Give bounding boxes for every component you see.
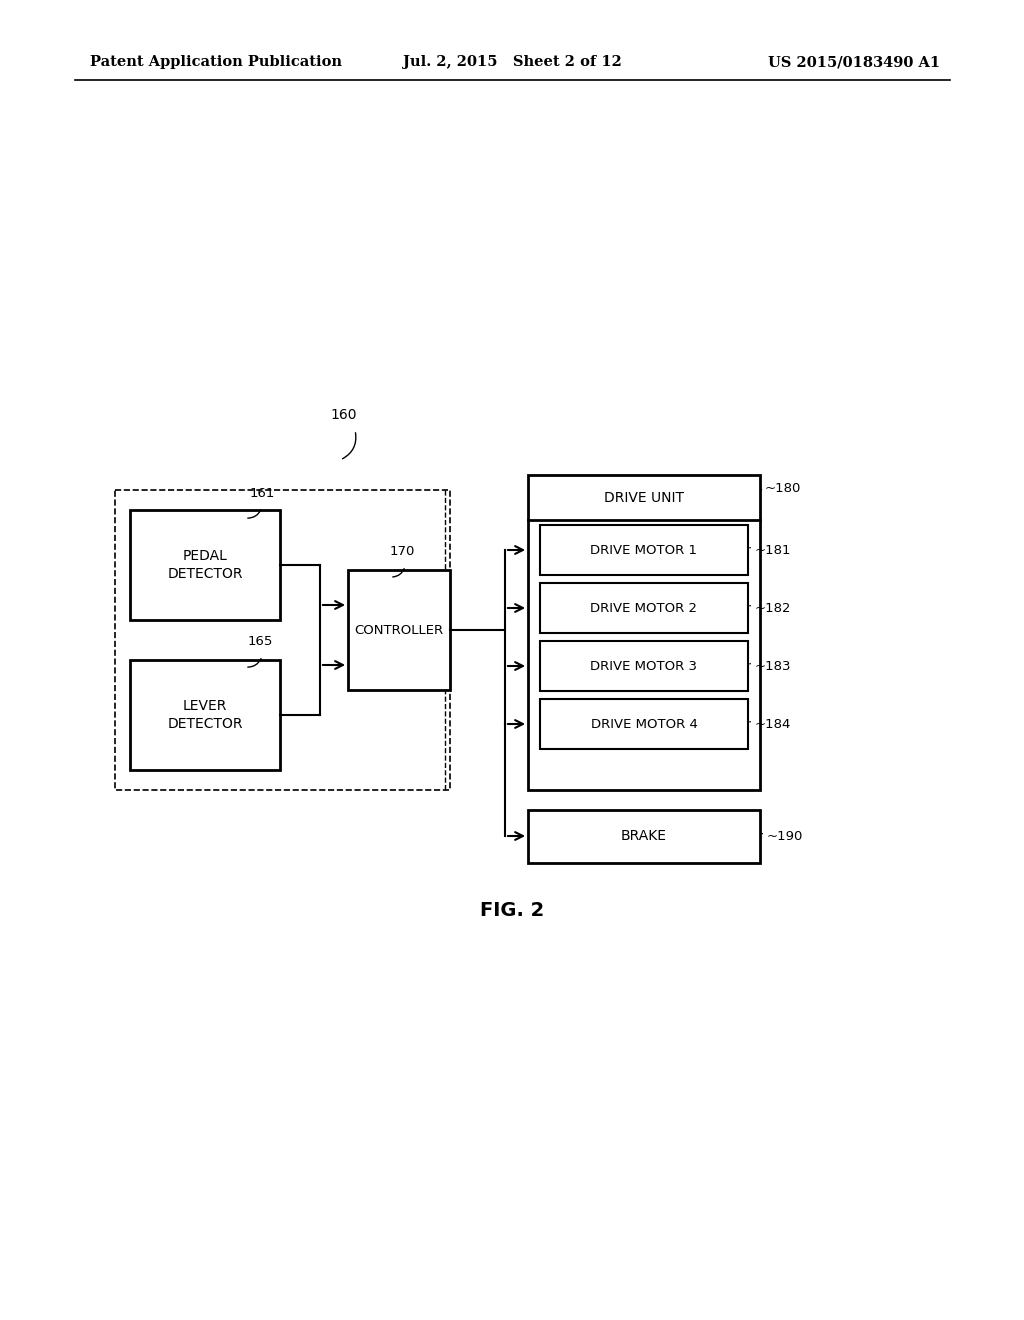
Text: ~182: ~182 [755,602,792,615]
Text: Patent Application Publication: Patent Application Publication [90,55,342,69]
Text: DRIVE MOTOR 3: DRIVE MOTOR 3 [591,660,697,672]
Bar [115,490,450,789]
Bar [130,510,280,620]
Text: 165: 165 [248,635,273,648]
Text: ~190: ~190 [767,829,804,842]
Text: BRAKE: BRAKE [621,829,667,843]
Text: PEDAL
DETECTOR: PEDAL DETECTOR [167,549,243,581]
Text: 161: 161 [250,487,275,500]
Text: DRIVE MOTOR 2: DRIVE MOTOR 2 [591,602,697,615]
Text: DRIVE UNIT: DRIVE UNIT [604,491,684,506]
Bar [348,570,450,690]
Text: ~184: ~184 [755,718,792,730]
Text: ~181: ~181 [755,544,792,557]
Text: 170: 170 [390,545,416,558]
Text: ~180: ~180 [765,482,802,495]
Bar [130,660,280,770]
Bar [540,525,748,576]
Bar [540,642,748,690]
Bar [540,700,748,748]
Text: US 2015/0183490 A1: US 2015/0183490 A1 [768,55,940,69]
Text: FIG. 2: FIG. 2 [480,900,544,920]
Text: DRIVE MOTOR 1: DRIVE MOTOR 1 [591,544,697,557]
Bar [528,475,760,789]
Text: DRIVE MOTOR 4: DRIVE MOTOR 4 [591,718,697,730]
Text: Jul. 2, 2015   Sheet 2 of 12: Jul. 2, 2015 Sheet 2 of 12 [402,55,622,69]
Text: CONTROLLER: CONTROLLER [354,623,443,636]
Bar [528,810,760,863]
Bar [540,583,748,634]
Text: 160: 160 [330,408,356,422]
Text: LEVER
DETECTOR: LEVER DETECTOR [167,698,243,731]
Text: ~183: ~183 [755,660,792,672]
